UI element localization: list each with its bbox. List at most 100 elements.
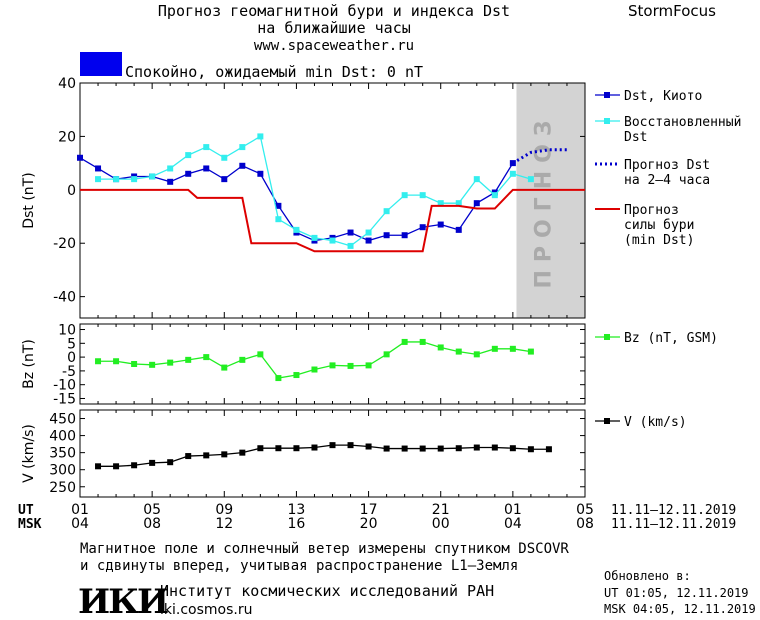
bz-series-line [98,341,531,379]
legend-entry: Прогноз силы бури (min Dst) [624,203,694,248]
legend-swatch-marker [604,418,610,424]
msk-tick-label: 20 [360,516,378,532]
bz-data-point [257,351,264,358]
bz-ytick-label: -5 [62,364,76,380]
dst-data-point [437,200,444,207]
dst-data-point [221,176,228,183]
bz-data-point [437,344,444,351]
dst-data-point [419,192,426,199]
brand-storm-focus: StormFocus [628,2,716,20]
bz-data-point [203,354,210,361]
speed-data-point [185,453,192,460]
speed-data-point [257,445,264,452]
speed-data-point [131,462,138,469]
speed-data-point [509,445,516,452]
msk-tick-label: 04 [504,516,522,532]
bz-data-point [221,364,228,371]
speed-data-point [347,442,354,449]
dst-data-point [347,229,354,236]
msk-tick-label: 08 [143,516,161,532]
bz-data-point [473,351,480,358]
institute-url[interactable]: iki.cosmos.ru [160,602,252,618]
dst-data-point [113,176,120,183]
dst-data-point [203,144,210,151]
bz-ytick-label: 0 [67,350,76,366]
legend-entry: Dst, Киото [624,89,702,104]
dst-data-point [185,152,192,159]
dst-ytick-label: -40 [53,290,76,306]
speed-data-point [545,446,552,453]
dst-series-forecast-line [80,188,585,253]
site-url[interactable]: www.spaceweather.ru [254,38,414,54]
ut-tick-label: 05 [576,502,594,518]
bz-ylabel: Bz (nT) [21,339,37,389]
speed-data-point [491,444,498,451]
speed-ytick-label: 250 [49,480,76,496]
bz-data-point [293,372,300,379]
speed-data-point [311,444,318,451]
legend-swatch-marker [604,334,610,340]
legend-entry: Восстановленный Dst [624,115,741,145]
dst-data-point [131,176,138,183]
dst-data-point [149,173,156,180]
dst-data-point [347,242,354,249]
bz-ytick-label: -15 [53,391,76,407]
bz-data-point [491,345,498,352]
speed-ytick-label: 450 [49,412,76,428]
msk-tick-label: 12 [215,516,233,532]
speed-data-point [455,445,462,452]
dst-data-point [257,170,264,177]
msk-date-range: 11.11–12.11.2019 [611,517,736,532]
dst-data-point [437,221,444,228]
dst-data-point [473,200,480,207]
dst-data-point [383,208,390,215]
speed-data-point [365,443,372,450]
forecast-region [516,83,585,318]
dst-data-point [365,237,372,244]
dst-data-point [419,224,426,231]
dst-panel: ПРОГНОЗ 40 20 0 -20 -40 Dst (nT) Dst, Киото Восс… [21,76,741,319]
speed-data-point [149,459,156,466]
dst-data-point [221,154,228,161]
speed-ytick-label: 350 [49,446,76,462]
dst-data-point [455,200,462,207]
dst-data-point [365,229,372,236]
dst-data-point [527,176,534,183]
dst-data-point [95,165,102,172]
msk-tick-label: 08 [576,516,594,532]
speed-data-point [401,445,408,452]
chart-title-line2: на ближайшие часы [257,19,411,37]
bz-ytick-label: 10 [58,323,76,339]
speed-data-point [383,445,390,452]
speed-data-point [239,449,246,456]
footer-note-line1: Магнитное поле и солнечный ветер измерен… [80,541,569,557]
dst-data-point [77,154,83,161]
speed-ytick-label: 400 [49,429,76,445]
dst-data-point [311,234,318,241]
bz-data-point [329,362,336,369]
legend-entry: V (km/s) [624,415,687,430]
speed-data-point [527,446,534,453]
ut-axis-label: UT [18,503,34,518]
bz-data-point [347,362,354,369]
bz-ytick-label: 5 [67,336,76,352]
msk-tick-label: 04 [71,516,89,532]
speed-data-point [95,463,102,470]
dst-data-point [167,178,174,185]
bz-ytick-label: -10 [53,378,76,394]
updated-label: Обновлено в: [604,569,691,583]
bz-data-point [167,359,174,366]
bz-data-point [275,375,282,382]
speed-data-point [473,444,480,451]
dst-data-point [167,165,174,172]
forecast-watermark: ПРОГНОЗ [532,112,557,288]
dst-data-point [383,232,390,239]
bz-data-point [527,348,534,355]
legend-entry: Прогноз Dst на 2–4 часа [624,158,710,188]
ut-tick-label: 05 [143,502,161,518]
bz-data-point [419,338,426,345]
dst-data-point [473,176,480,183]
speed-data-point [113,463,120,470]
